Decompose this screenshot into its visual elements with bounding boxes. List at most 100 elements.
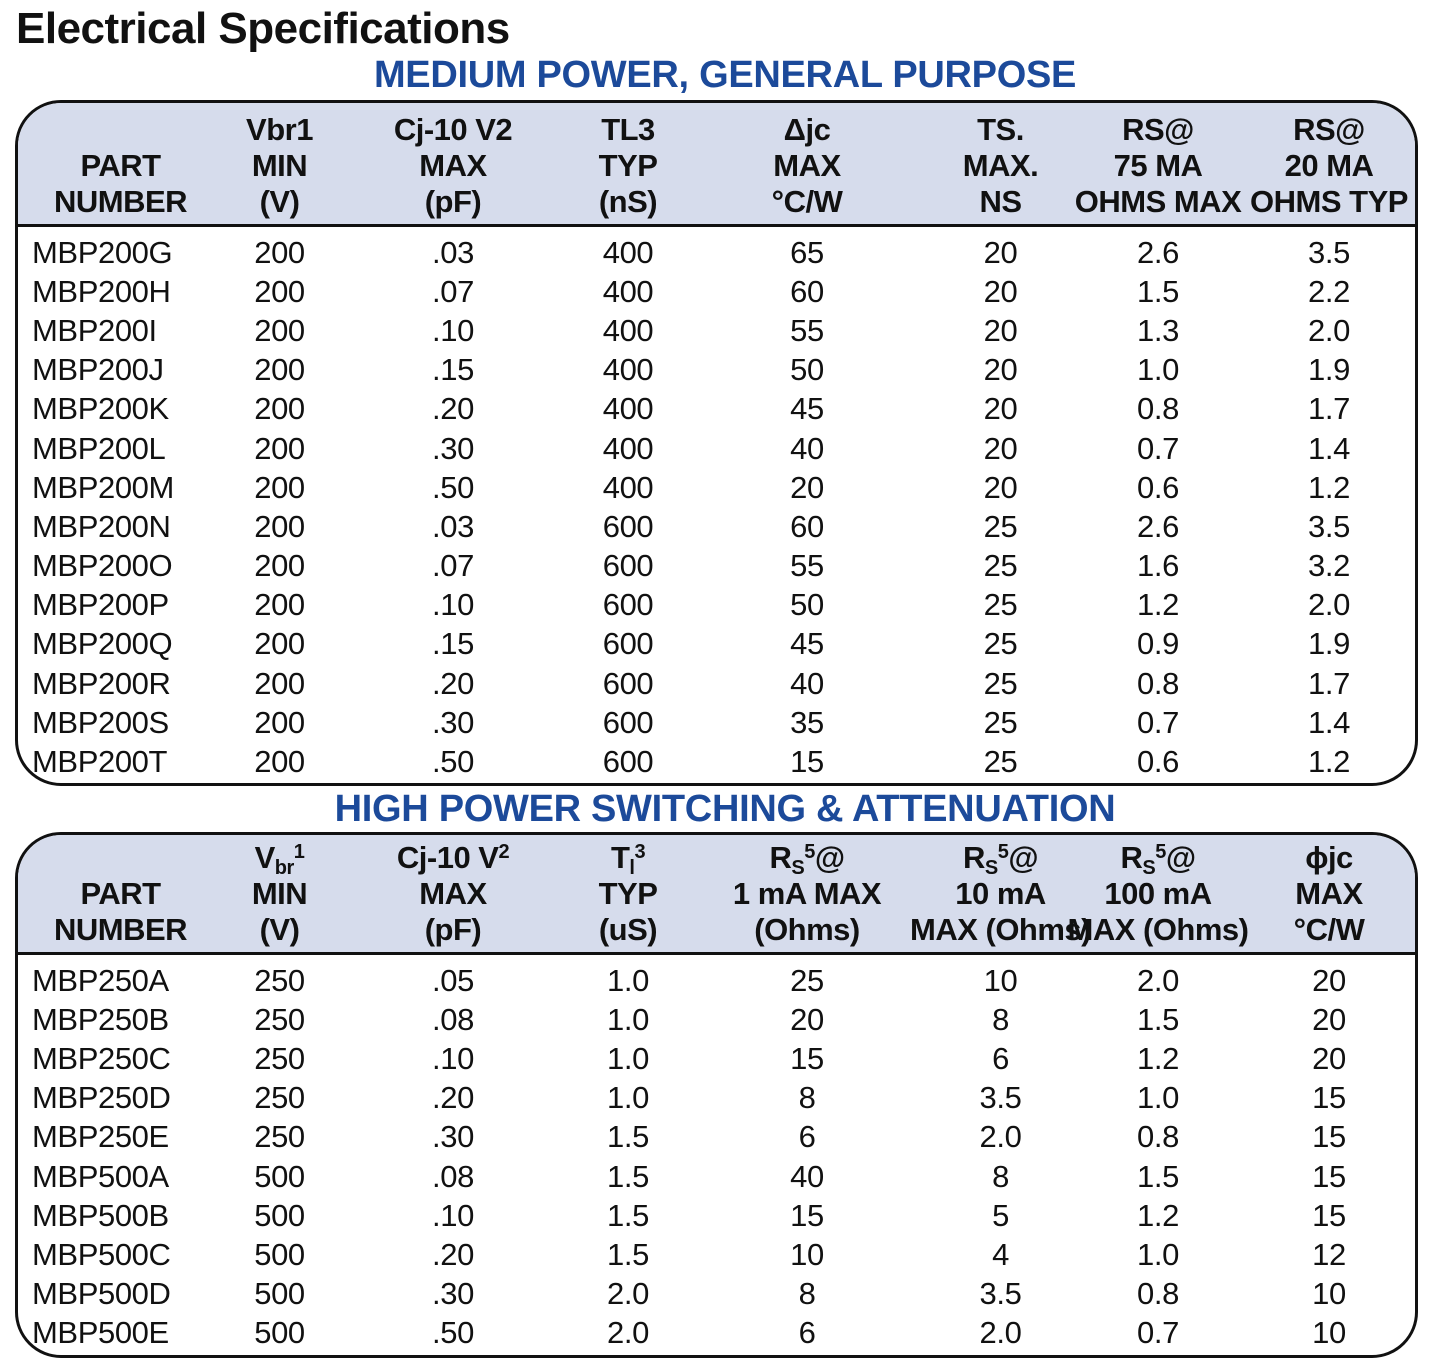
cell-tl-typ: 400 — [602, 352, 654, 388]
cell-part-number: MBP500C — [32, 1236, 171, 1272]
header-text: °C/W — [1293, 912, 1365, 947]
column-header-part-number: PART NUMBER — [18, 835, 223, 952]
header-line: RS@ — [1122, 112, 1194, 148]
cell-col8: 1.2 — [1308, 744, 1350, 780]
cell-col5: 6 — [798, 1315, 816, 1351]
header-superscript: 1 — [293, 841, 305, 863]
cell-vbr-min: 200 — [254, 234, 305, 270]
cell-vbr-min: 200 — [254, 508, 305, 544]
cell-col6: 3.5 — [979, 1080, 1022, 1116]
cell-col7: 0.7 — [1137, 704, 1179, 740]
header-text-suffix: @ — [1008, 840, 1039, 875]
cell-col6: 3.5 — [979, 1276, 1022, 1312]
cell-tl-typ: 400 — [602, 469, 654, 505]
cell-cj-max: .08 — [432, 1001, 474, 1037]
cell-cj-max: .50 — [432, 1315, 474, 1351]
cell-vbr-min: 200 — [254, 744, 305, 780]
header-line: PART — [80, 876, 161, 912]
cell-col7: 1.0 — [1137, 1236, 1179, 1272]
cell-cj-max: .10 — [432, 312, 474, 348]
cell-cj-max: .08 — [432, 1158, 474, 1194]
cell-col8: 3.5 — [1308, 234, 1350, 270]
cell-tl-typ: 600 — [602, 704, 654, 740]
header-line: (nS) — [599, 184, 658, 220]
cell-part-number: MBP200H — [32, 273, 171, 309]
header-text: Cj-10 V — [396, 840, 499, 875]
cell-part-number: MBP200Q — [32, 626, 173, 662]
cell-col6: 25 — [983, 704, 1018, 740]
cell-col7: 1.5 — [1137, 273, 1179, 309]
header-text: R — [962, 840, 985, 875]
header-text: NUMBER — [53, 912, 188, 947]
cell-part-number: MBP200I — [32, 312, 157, 348]
table-row: MBP200T 200 .50 600 15 25 0.6 1.2 — [18, 742, 1415, 781]
cell-col6: 10 — [983, 962, 1018, 998]
header-line: Δjc — [784, 112, 831, 148]
cell-vbr-min: 500 — [254, 1315, 305, 1351]
cell-col6: 8 — [992, 1001, 1009, 1037]
table-row: MBP200M 200 .50 400 20 20 0.6 1.2 — [18, 468, 1415, 507]
table-row: MBP200K 200 .20 400 45 20 0.8 1.7 — [18, 390, 1415, 429]
cell-col6: 6 — [992, 1040, 1009, 1076]
header-text: MIN — [251, 876, 308, 911]
cell-col7: 1.5 — [1137, 1001, 1179, 1037]
cell-col5: 40 — [790, 1158, 824, 1194]
cell-col8: 15 — [1312, 1197, 1346, 1233]
cell-col7: 0.7 — [1137, 430, 1179, 466]
cell-col5: 10 — [790, 1236, 824, 1272]
header-line: OHMS MAX — [1075, 184, 1242, 220]
cell-part-number: MBP250D — [32, 1080, 171, 1116]
header-text: 20 MA — [1284, 148, 1374, 183]
header-superscript: 3 — [634, 841, 646, 863]
cell-tl-typ: 600 — [602, 587, 654, 623]
table-header: PART NUMBER Vbr1 MIN (V) Cj-10 V2 MAX (pF) Tl3 TY… — [18, 835, 1415, 955]
table-row: MBP200R 200 .20 600 40 25 0.8 1.7 — [18, 664, 1415, 703]
header-text: ϕjc — [1305, 840, 1353, 875]
header-subscript: br — [274, 857, 295, 879]
header-line: TL3 — [601, 112, 655, 148]
cell-col7: 1.2 — [1137, 1040, 1179, 1076]
table-row: MBP200H 200 .07 400 60 20 1.5 2.2 — [18, 272, 1415, 311]
header-line: Cj-10 V2 — [394, 112, 513, 148]
header-line: RS@ — [1293, 112, 1365, 148]
cell-col5: 60 — [790, 273, 824, 309]
header-text: MAX (Ohms) — [910, 912, 1092, 947]
cell-cj-max: .20 — [432, 1080, 474, 1116]
cell-part-number: MBP500D — [32, 1276, 171, 1312]
cell-cj-max: .20 — [432, 665, 474, 701]
cell-col7: 0.8 — [1137, 1276, 1179, 1312]
header-text: (Ohms) — [754, 912, 860, 947]
cell-cj-max: .15 — [432, 352, 474, 388]
cell-col5: 6 — [798, 1119, 816, 1155]
header-text: TYP — [598, 876, 658, 911]
cell-col8: 3.2 — [1308, 548, 1350, 584]
cell-part-number: MBP200K — [32, 391, 169, 427]
header-text: 75 MA — [1113, 148, 1203, 183]
header-line: (V) — [260, 912, 300, 948]
header-text: MAX (Ohms) — [1067, 912, 1250, 947]
column-header-part-number: PART NUMBER — [18, 103, 223, 224]
header-text: NUMBER — [53, 184, 188, 219]
column-header-cj-max: Cj-10 V2 MAX (pF) — [336, 835, 570, 952]
cell-part-number: MBP250E — [32, 1119, 169, 1155]
cell-col6: 25 — [983, 508, 1018, 544]
header-line: MAX. — [963, 148, 1039, 184]
cell-cj-max: .03 — [432, 508, 474, 544]
cell-col5: 20 — [790, 1001, 824, 1037]
header-text-suffix: @ — [814, 840, 845, 875]
table-row: MBP200O 200 .07 600 55 25 1.6 3.2 — [18, 547, 1415, 586]
section-title-high-power: HIGH POWER SWITCHING & ATTENUATION — [334, 788, 1116, 830]
column-header-col5: Δjc MAX °C/W — [686, 103, 928, 224]
cell-vbr-min: 200 — [254, 626, 305, 662]
cell-tl-typ: 400 — [602, 273, 654, 309]
cell-col6: 25 — [983, 587, 1018, 623]
header-line: NS — [979, 184, 1022, 220]
cell-part-number: MBP200M — [32, 469, 174, 505]
cell-vbr-min: 200 — [254, 665, 305, 701]
cell-col5: 50 — [790, 352, 824, 388]
cell-tl-typ: 1.0 — [607, 962, 649, 998]
table-row: MBP200S 200 .30 600 35 25 0.7 1.4 — [18, 703, 1415, 742]
header-text: TL3 — [601, 112, 655, 147]
cell-part-number: MBP500A — [32, 1158, 169, 1194]
cell-cj-max: .10 — [432, 1040, 474, 1076]
